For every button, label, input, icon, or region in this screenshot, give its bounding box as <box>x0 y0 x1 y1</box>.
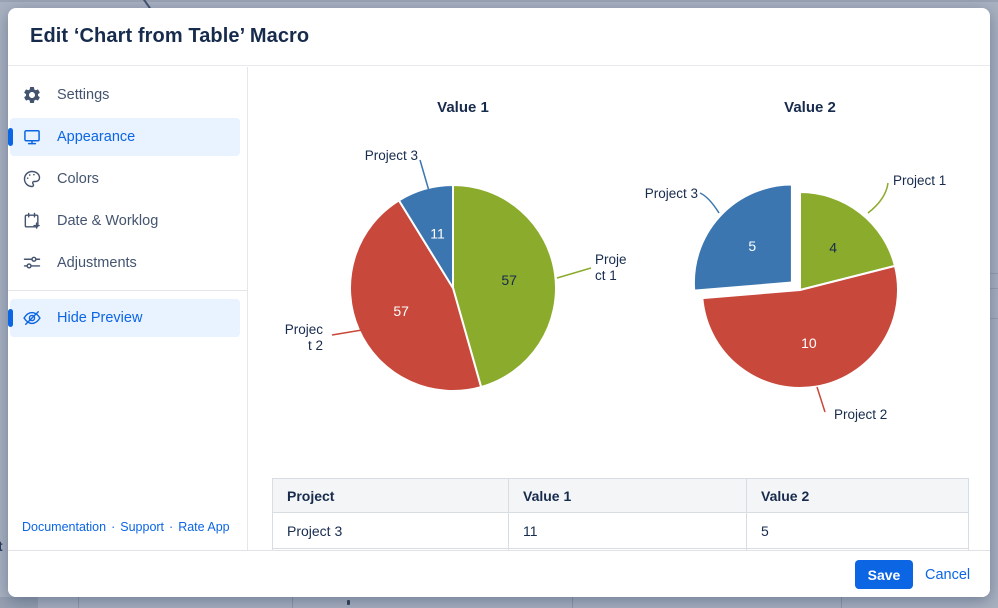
pie1-callout-project1: Proje ct 1 <box>595 252 627 283</box>
sidebar-item-label: Colors <box>57 171 99 187</box>
dialog-footer: Save Cancel <box>8 550 990 597</box>
pie-value-label: 11 <box>430 226 445 242</box>
sidebar-item-label: Appearance <box>57 129 136 145</box>
pie2-callout-project2: Project 2 <box>834 407 888 422</box>
sidebar: Settings Appearance Colors Date & Worklo… <box>8 67 248 550</box>
background-table-border <box>572 597 573 608</box>
pie2-callout-project1: Project 1 <box>893 173 947 188</box>
table-header-row: Project Value 1 Value 2 <box>273 479 968 513</box>
preview-table: Project Value 1 Value 2 Project 3 11 5 <box>272 478 969 555</box>
gear-icon <box>22 85 42 105</box>
calendar-plus-icon <box>22 211 42 231</box>
pie2-callout-project3: Project 3 <box>644 186 698 201</box>
sliders-icon <box>22 253 42 273</box>
pie-value-label: 10 <box>801 335 817 351</box>
sidebar-footer-links: Documentation · Support · Rate App <box>22 520 230 534</box>
background-table-edge <box>0 597 38 608</box>
pie-slice-project-1 <box>452 183 557 389</box>
pie-value-label: 5 <box>748 238 756 254</box>
sidebar-item-label: Adjustments <box>57 255 137 271</box>
background-table-border <box>841 597 842 608</box>
cell-project: Project 3 <box>273 513 509 549</box>
background-row-border <box>989 288 998 289</box>
pie-value-label: 57 <box>393 303 409 319</box>
column-header-value1: Value 1 <box>509 479 747 513</box>
column-header-project: Project <box>273 479 509 513</box>
macro-editor-dialog: Edit ‘Chart from Table’ Macro Settings A… <box>8 8 990 597</box>
background-partial-text: t <box>0 538 3 554</box>
pie-chart-value1: 57 57 11 <box>349 183 557 392</box>
rate-app-link[interactable]: Rate App <box>178 520 230 534</box>
pie2-leader-project2 <box>816 386 826 413</box>
sidebar-item-date-worklog[interactable]: Date & Worklog <box>10 202 240 240</box>
save-button[interactable]: Save <box>855 560 913 589</box>
table-row: Project 3 11 5 <box>273 513 968 549</box>
sidebar-item-hide-preview[interactable]: Hide Preview <box>8 299 240 337</box>
cell-value2: 5 <box>747 513 968 549</box>
background-row-border <box>989 273 998 274</box>
sidebar-item-label: Settings <box>57 87 110 103</box>
background-table-border <box>292 597 293 608</box>
pie1-leader-project1 <box>556 267 592 279</box>
column-header-value2: Value 2 <box>747 479 968 513</box>
support-link[interactable]: Support <box>120 520 165 534</box>
chart-title-value1: Value 1 <box>437 99 489 116</box>
sidebar-divider <box>8 290 247 291</box>
selected-indicator <box>8 309 13 327</box>
eye-off-icon <box>22 308 42 328</box>
pie-value-label: 57 <box>501 272 517 288</box>
background-table-border <box>78 597 79 608</box>
pie2-leader-project3 <box>699 192 720 214</box>
sidebar-item-colors[interactable]: Colors <box>10 160 240 198</box>
dialog-header: Edit ‘Chart from Table’ Macro <box>8 8 990 66</box>
sidebar-item-label: Hide Preview <box>57 310 143 326</box>
cancel-button[interactable]: Cancel <box>925 560 970 589</box>
pie1-callout-project2: Projec t 2 <box>284 322 323 353</box>
sidebar-item-label: Date & Worklog <box>57 213 159 229</box>
sidebar-item-adjustments[interactable]: Adjustments <box>10 244 240 282</box>
background-text-fragment <box>347 600 350 605</box>
pie-slice-project-3 <box>397 183 454 292</box>
pie-slice-project-2 <box>349 198 483 392</box>
background-row-border <box>989 318 998 319</box>
pie1-callout-project3: Project 3 <box>364 148 418 163</box>
selected-indicator <box>8 128 13 146</box>
pie1-leader-project3 <box>419 159 430 192</box>
sidebar-item-appearance[interactable]: Appearance <box>8 118 240 156</box>
pie-slice-project-2 <box>701 264 899 390</box>
pie1-leader-project2 <box>331 329 363 336</box>
pie-value-label: 4 <box>829 239 837 255</box>
sidebar-item-settings[interactable]: Settings <box>10 76 240 114</box>
dialog-title: Edit ‘Chart from Table’ Macro <box>30 25 310 47</box>
link-separator: · <box>169 520 174 534</box>
background-page-top-edge <box>0 0 998 2</box>
pie-slice-project-3 <box>692 183 793 292</box>
pie2-leader-project1 <box>867 182 889 214</box>
cell-value1: 11 <box>509 513 747 549</box>
palette-icon <box>22 169 42 189</box>
link-separator: · <box>111 520 116 534</box>
pie-slice-project-1 <box>799 190 897 292</box>
documentation-link[interactable]: Documentation <box>22 520 107 534</box>
chart-title-value2: Value 2 <box>784 99 836 116</box>
pie-chart-value2: 4 10 5 <box>692 183 899 390</box>
monitor-icon <box>22 127 42 147</box>
